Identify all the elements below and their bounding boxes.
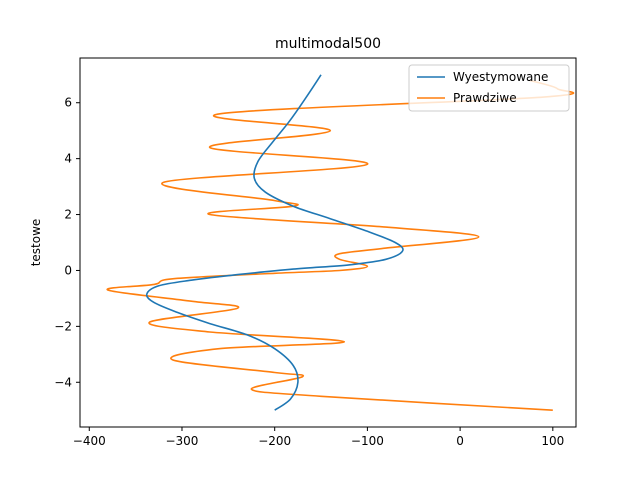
y-tick-label: 6 [64, 96, 72, 110]
series-line-prawdziwe [106, 79, 575, 411]
y-tick-label: −4 [54, 375, 72, 389]
y-tick-label: −2 [54, 319, 72, 333]
chart-title: multimodal500 [275, 36, 381, 52]
y-tick-label: 0 [64, 263, 72, 277]
x-axis: −400 −300 −200 −100 0 100 [73, 427, 564, 448]
x-tick-label: 0 [456, 434, 464, 448]
legend: Wyestymowane Prawdziwe [408, 64, 570, 112]
y-tick-label: 2 [64, 208, 72, 222]
legend-label: Prawdziwe [453, 91, 517, 105]
axes-frame [79, 57, 577, 428]
y-tick-label: 4 [64, 152, 72, 166]
legend-box [408, 64, 570, 112]
x-tick-label: −300 [165, 434, 198, 448]
y-axis: −4 −2 0 2 4 6 [54, 96, 80, 389]
y-axis-label: testowe [29, 219, 43, 267]
x-tick-label: −400 [73, 434, 106, 448]
legend-label: Wyestymowane [453, 70, 548, 84]
x-tick-label: 100 [541, 434, 564, 448]
series-line-wyestymowane [145, 74, 404, 411]
x-tick-label: −100 [351, 434, 384, 448]
series-lines [106, 74, 575, 411]
x-tick-label: −200 [258, 434, 291, 448]
